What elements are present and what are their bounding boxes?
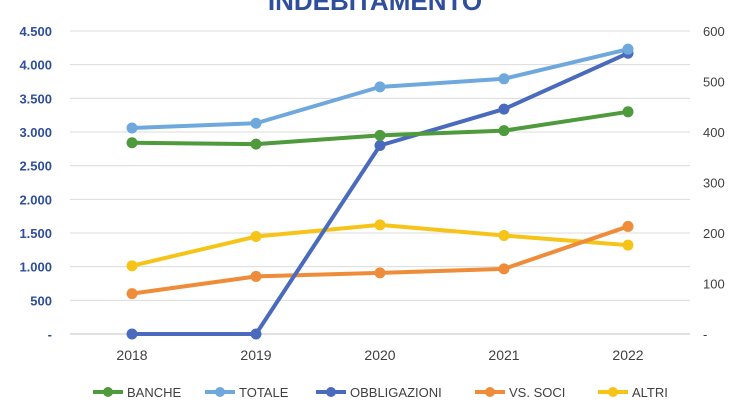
y-left-tick-label: 4.000 [19,58,52,73]
data-point [498,230,510,242]
y-right-tick-label: - [703,327,707,342]
x-tick-label: 2022 [612,347,643,363]
y-left-tick-label: 3.000 [19,125,52,140]
data-point [498,103,510,115]
y-right-tick-label: 300 [703,176,725,191]
legend-swatch-marker [103,387,113,397]
legend-swatch-marker [608,387,618,397]
data-point [374,219,386,231]
data-point [126,288,138,300]
y-left-tick-label: - [48,327,52,342]
data-point [250,328,262,340]
y-right-tick-label: 100 [703,277,725,292]
legend-swatch-marker [485,387,495,397]
data-point [622,239,634,251]
data-point [126,260,138,272]
y-left-tick-label: 500 [30,293,52,308]
series-line [130,224,630,296]
series-totale [126,43,634,134]
data-point [374,129,386,141]
series-line [130,51,630,336]
series-banche [126,106,634,150]
series-obbligazioni [126,47,634,340]
y-left-tick-label: 1.000 [19,260,52,275]
data-point [622,220,634,232]
series-group [126,43,634,340]
y-left-tick-label: 1.500 [19,226,52,241]
chart-title: INDEBITAMENTO [268,0,482,16]
series-altri [126,219,634,272]
data-point [374,139,386,151]
data-point [498,263,510,275]
data-point [126,137,138,149]
y-left-tick-label: 2.500 [19,159,52,174]
data-point [250,117,262,129]
y-right-tick-label: 400 [703,125,725,140]
x-tick-label: 2021 [488,347,519,363]
series-line [130,222,630,268]
data-point [126,122,138,134]
data-point [126,328,138,340]
series-vs-soci [126,220,634,300]
x-tick-label: 2018 [116,347,147,363]
legend-item: TOTALE [205,385,289,400]
x-tick-label: 2020 [364,347,395,363]
legend-swatch-marker [326,387,336,397]
legend-item: VS. SOCI [475,385,565,400]
y-right-tick-label: 500 [703,75,725,90]
legend-label: VS. SOCI [509,385,565,400]
data-point [498,125,510,137]
y-right-tick-label: 600 [703,24,725,39]
data-point [374,267,386,279]
y-left-tick-label: 4.500 [19,24,52,39]
legend-label: ALTRI [632,385,668,400]
data-point [622,106,634,118]
legend-label: OBBLIGAZIONI [350,385,442,400]
y-right-tick-label: 200 [703,226,725,241]
legend-item: BANCHE [93,385,182,400]
legend-label: BANCHE [127,385,182,400]
data-point [250,231,262,243]
legend-item: OBBLIGAZIONI [316,385,442,400]
legend-item: ALTRI [598,385,668,400]
y-left-tick-label: 3.500 [19,91,52,106]
legend-swatch-marker [215,387,225,397]
data-point [250,270,262,282]
x-tick-label: 2019 [240,347,271,363]
axes: - 500 1.000 1.500 2.000 2.500 3.000 3.500 4.000 4… [19,24,724,363]
legend-label: TOTALE [239,385,289,400]
data-point [374,81,386,93]
data-point [498,73,510,85]
data-point [622,43,634,55]
data-point [250,138,262,150]
legend: BANCHE TOTALE OBBLIGAZIONI VS. SOCI ALTRI [93,385,668,400]
y-left-tick-label: 2.000 [19,192,52,207]
